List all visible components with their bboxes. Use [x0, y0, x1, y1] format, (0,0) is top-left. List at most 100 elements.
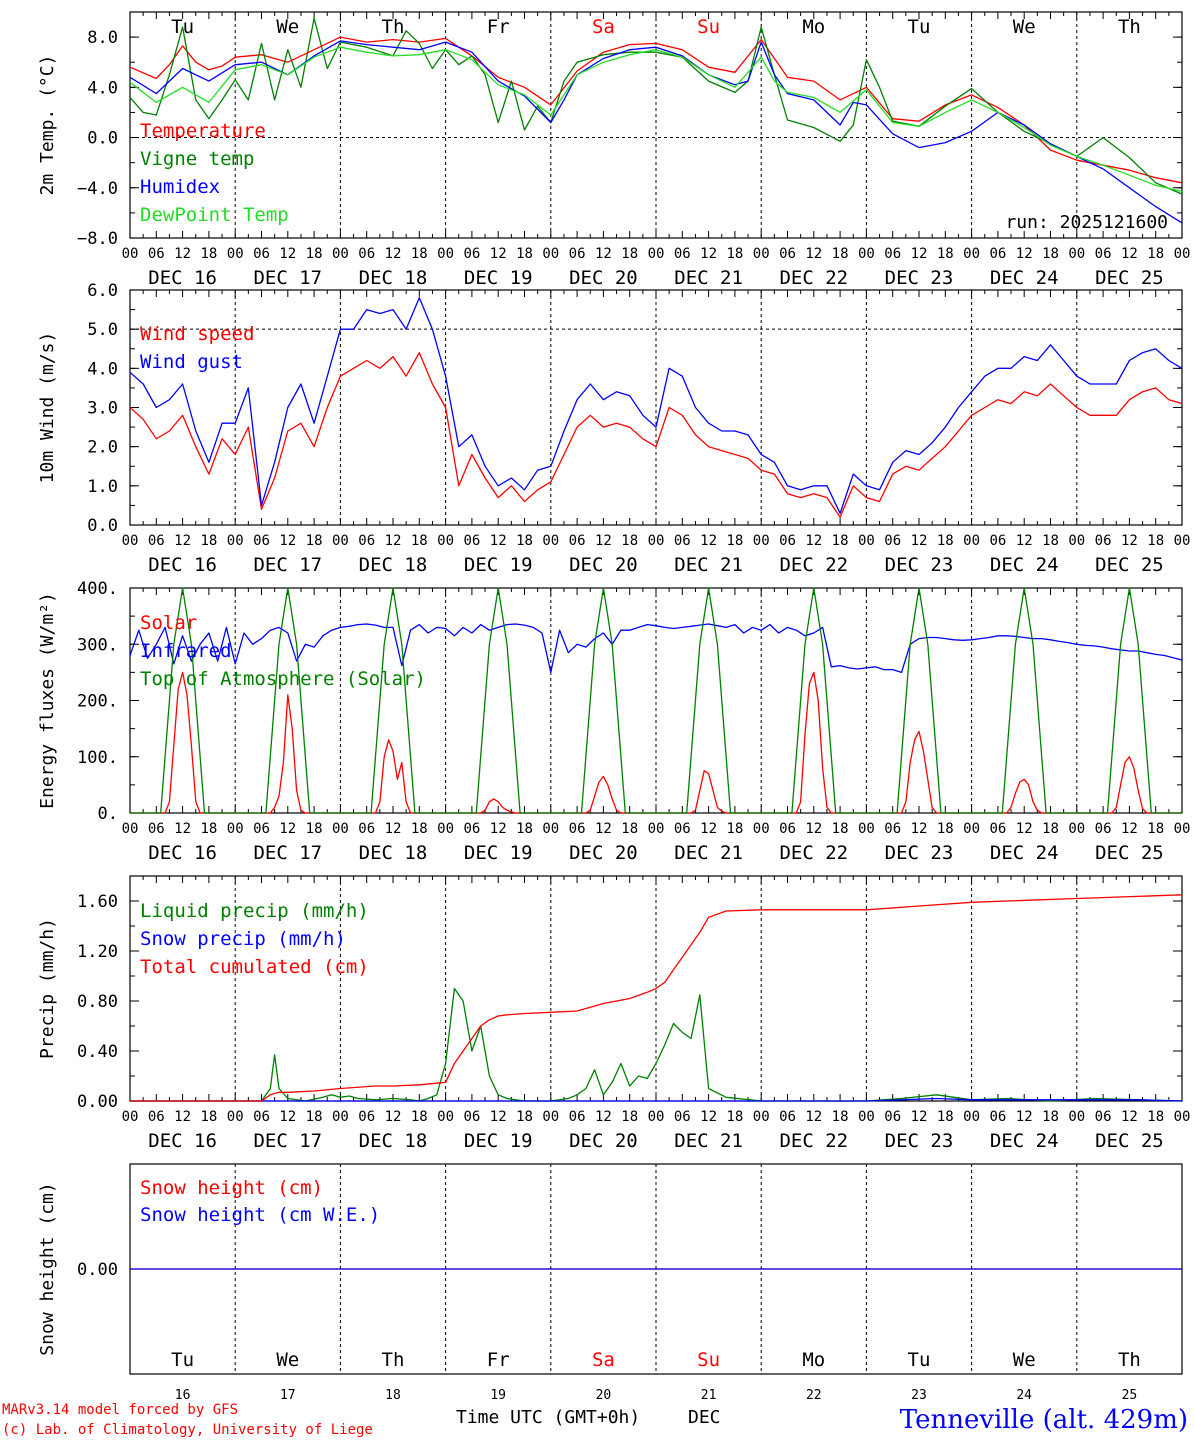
hour-label: 06	[884, 533, 901, 549]
hour-label: 18	[306, 1109, 323, 1125]
hour-label: 12	[1121, 533, 1138, 549]
panel-temp: −8.0 −4.0 0.0 4.0 8.0 2m Temp. (°C) Temperatur…	[37, 11, 1190, 289]
hour-label: 18	[1042, 1109, 1059, 1125]
hour-label: 00	[542, 821, 559, 837]
date-label: DEC 17	[253, 554, 322, 576]
weekday-label-top: We	[276, 16, 299, 38]
run-label: run: 2025121600	[1005, 212, 1168, 233]
hour-label: 00	[227, 533, 244, 549]
hour-label: 06	[358, 821, 375, 837]
hour-label: 00	[1068, 821, 1085, 837]
hour-label: 18	[832, 533, 849, 549]
date-label: DEC 18	[359, 1130, 428, 1152]
y-tick-label: 400.	[77, 579, 118, 599]
hour-label: 12	[490, 821, 507, 837]
month-label: DEC	[688, 1407, 721, 1428]
hour-label: 00	[648, 533, 665, 549]
hour-label: 12	[595, 821, 612, 837]
date-label: DEC 25	[1095, 267, 1164, 289]
y-tick-label: 8.0	[87, 28, 118, 48]
hour-label: 00	[227, 246, 244, 262]
weekday-label-bottom: We	[276, 1349, 299, 1371]
hour-label: 12	[1016, 533, 1033, 549]
date-label: DEC 25	[1095, 842, 1164, 864]
date-label: DEC 24	[990, 1130, 1059, 1152]
legend-entry: Top of Atmosphere (Solar)	[140, 668, 426, 690]
hour-label: 18	[832, 246, 849, 262]
series-line-temperature	[129, 36, 1183, 184]
hour-label: 18	[937, 246, 954, 262]
hour-label: 00	[648, 821, 665, 837]
weekday-label-bottom: Mo	[802, 1349, 825, 1371]
hour-label: 18	[832, 821, 849, 837]
hour-label: 00	[963, 1109, 980, 1125]
hour-label: 06	[569, 1109, 586, 1125]
series-line-wind-gust	[129, 297, 1183, 514]
weekday-label-bottom: Su	[697, 1349, 720, 1371]
date-label: DEC 21	[674, 267, 743, 289]
hour-label: 18	[621, 246, 638, 262]
series-line-wind-speed	[129, 352, 1183, 518]
hour-label: 06	[779, 821, 796, 837]
hour-label: 00	[963, 246, 980, 262]
hour-label: 18	[306, 821, 323, 837]
y-tick-label: −4.0	[77, 179, 118, 199]
hour-label: 06	[358, 1109, 375, 1125]
weekday-label-bottom: Tu	[908, 1349, 931, 1371]
date-label: DEC 16	[148, 554, 217, 576]
y-tick-label: 1.60	[77, 892, 118, 912]
hour-label: 00	[122, 246, 139, 262]
hour-label: 12	[1016, 821, 1033, 837]
hour-label: 00	[542, 1109, 559, 1125]
day-number-label: 18	[385, 1388, 401, 1403]
hour-label: 12	[279, 533, 296, 549]
lab-credit: (c) Lab. of Climatology, University of L…	[2, 1422, 373, 1438]
date-label: DEC 18	[359, 842, 428, 864]
date-label: DEC 21	[674, 1130, 743, 1152]
weekday-label-top: Fr	[487, 16, 510, 38]
y-tick-label: 0.00	[77, 1260, 118, 1280]
hour-label: 12	[1121, 821, 1138, 837]
day-number-label: 25	[1122, 1388, 1138, 1403]
hour-label: 18	[937, 821, 954, 837]
weekday-label-bottom: Tu	[171, 1349, 194, 1371]
hour-label: 00	[648, 246, 665, 262]
y-tick-label: 3.0	[87, 399, 118, 419]
date-label: DEC 22	[779, 842, 848, 864]
hour-label: 18	[621, 533, 638, 549]
plot-root: −8.0 −4.0 0.0 4.0 8.0 2m Temp. (°C) Temperatur…	[37, 11, 1190, 1403]
hour-label: 00	[332, 246, 349, 262]
hour-label: 06	[148, 246, 165, 262]
series-line-solar	[130, 671, 1182, 814]
weekday-label-bottom: We	[1013, 1349, 1036, 1371]
hour-label: 12	[174, 1109, 191, 1125]
y-tick-label: 0.0	[87, 516, 118, 536]
panel-precip: 0.00 0.40 0.80 1.20 1.60 Precip (mm/h) Liquid …	[37, 875, 1190, 1152]
hour-label: 12	[595, 1109, 612, 1125]
hour-label: 06	[1095, 1109, 1112, 1125]
xaxis-label: Time UTC (GMT+0h)	[456, 1407, 640, 1428]
hour-label: 12	[805, 533, 822, 549]
hour-label: 00	[227, 1109, 244, 1125]
hour-label: 12	[385, 246, 402, 262]
hour-label: 06	[674, 246, 691, 262]
hour-label: 12	[805, 1109, 822, 1125]
legend-entry: Liquid precip (mm/h)	[140, 900, 369, 922]
hour-label: 12	[1016, 1109, 1033, 1125]
date-label: DEC 20	[569, 554, 638, 576]
hour-label: 06	[253, 246, 270, 262]
hour-label: 18	[411, 246, 428, 262]
weekday-label-top: Tu	[908, 16, 931, 38]
hour-label: 00	[753, 821, 770, 837]
hour-label: 06	[884, 821, 901, 837]
day-number-label: 22	[806, 1388, 822, 1403]
hour-label: 06	[463, 1109, 480, 1125]
y-axis-label: 2m Temp. (°C)	[37, 55, 58, 196]
hour-label: 12	[911, 246, 928, 262]
weekday-label-top: Th	[1118, 16, 1141, 38]
hour-label: 12	[805, 246, 822, 262]
series-line-infrared	[129, 623, 1183, 674]
y-tick-label: 2.0	[87, 438, 118, 458]
hour-label: 00	[963, 821, 980, 837]
hour-label: 06	[779, 1109, 796, 1125]
